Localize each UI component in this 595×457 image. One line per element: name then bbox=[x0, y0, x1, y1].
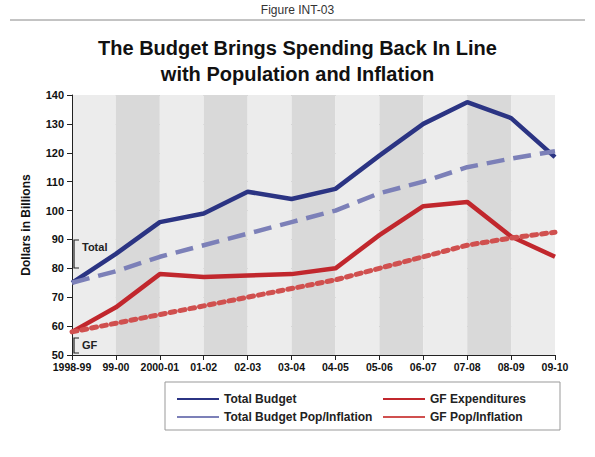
svg-text:Figure INT-03: Figure INT-03 bbox=[261, 3, 335, 17]
svg-text:2000-01: 2000-01 bbox=[141, 361, 180, 373]
svg-text:06-07: 06-07 bbox=[410, 361, 437, 373]
svg-text:70: 70 bbox=[52, 291, 64, 303]
svg-text:GF: GF bbox=[82, 339, 98, 351]
svg-text:05-06: 05-06 bbox=[366, 361, 393, 373]
svg-text:50: 50 bbox=[52, 349, 64, 361]
svg-text:99-00: 99-00 bbox=[102, 361, 129, 373]
svg-text:03-04: 03-04 bbox=[278, 361, 305, 373]
svg-text:Total Budget: Total Budget bbox=[224, 392, 296, 406]
svg-text:1998-99: 1998-99 bbox=[53, 361, 92, 373]
svg-text:Total: Total bbox=[82, 241, 107, 253]
svg-text:100: 100 bbox=[46, 205, 64, 217]
svg-text:90: 90 bbox=[52, 233, 64, 245]
svg-text:Dollars in Billions: Dollars in Billions bbox=[19, 174, 33, 276]
svg-text:60: 60 bbox=[52, 320, 64, 332]
svg-text:120: 120 bbox=[46, 147, 64, 159]
svg-text:02-03: 02-03 bbox=[234, 361, 261, 373]
svg-text:08-09: 08-09 bbox=[498, 361, 525, 373]
svg-text:Total Budget Pop/Inflation: Total Budget Pop/Inflation bbox=[224, 410, 372, 424]
svg-text:110: 110 bbox=[46, 176, 64, 188]
svg-text:GF Expenditures: GF Expenditures bbox=[430, 392, 526, 406]
svg-text:140: 140 bbox=[46, 89, 64, 101]
svg-text:04-05: 04-05 bbox=[322, 361, 349, 373]
svg-text:01-02: 01-02 bbox=[190, 361, 217, 373]
svg-text:130: 130 bbox=[46, 118, 64, 130]
svg-text:GF Pop/Inflation: GF Pop/Inflation bbox=[430, 410, 523, 424]
svg-text:with Population and Inflation: with Population and Inflation bbox=[160, 63, 434, 85]
svg-text:80: 80 bbox=[52, 262, 64, 274]
svg-text:09-10: 09-10 bbox=[542, 361, 569, 373]
svg-text:07-08: 07-08 bbox=[454, 361, 481, 373]
svg-text:The Budget Brings Spending Bac: The Budget Brings Spending Back In Line bbox=[98, 37, 497, 59]
